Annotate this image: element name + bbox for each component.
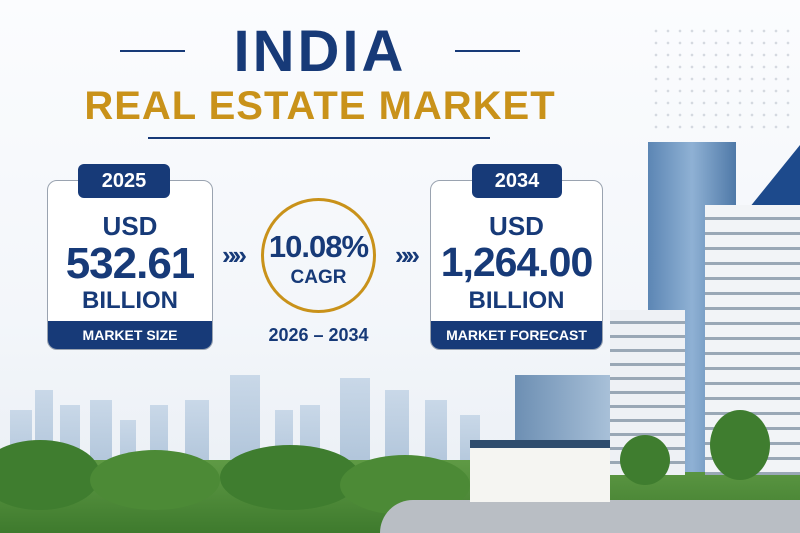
unit-label: BILLION (82, 287, 178, 314)
cagr-label: CAGR (290, 267, 347, 288)
page-title: INDIA (233, 19, 407, 84)
arrow-icon: »» (395, 240, 420, 270)
unit-label: BILLION (468, 287, 565, 314)
subtitle-underline (148, 137, 490, 139)
title-line-right (455, 50, 520, 52)
year-badge-2025: 2025 (78, 164, 170, 198)
page-subtitle: REAL ESTATE MARKET (84, 84, 556, 128)
road (380, 500, 800, 533)
forecast-value: 1,264.00 (440, 239, 594, 285)
house (470, 440, 610, 502)
title-line-left (120, 50, 185, 52)
arrow-icon: »» (222, 240, 247, 270)
currency-label: USD (102, 211, 158, 241)
market-forecast-label: MARKET FORECAST (431, 321, 602, 349)
year-badge-2034: 2034 (472, 164, 562, 198)
cagr-value: 10.08% (268, 229, 369, 264)
currency-label: USD (489, 211, 544, 241)
cagr-circle: 10.08% CAGR (261, 198, 376, 313)
market-forecast-card: USD 1,264.00 BILLION MARKET FORECAST (430, 180, 603, 350)
market-size-value: 532.61 (65, 239, 196, 288)
cagr-period: 2026 – 2034 (268, 325, 369, 345)
market-size-label: MARKET SIZE (48, 321, 212, 349)
dot-pattern (650, 25, 790, 135)
market-size-card: USD 532.61 BILLION MARKET SIZE (47, 180, 213, 350)
